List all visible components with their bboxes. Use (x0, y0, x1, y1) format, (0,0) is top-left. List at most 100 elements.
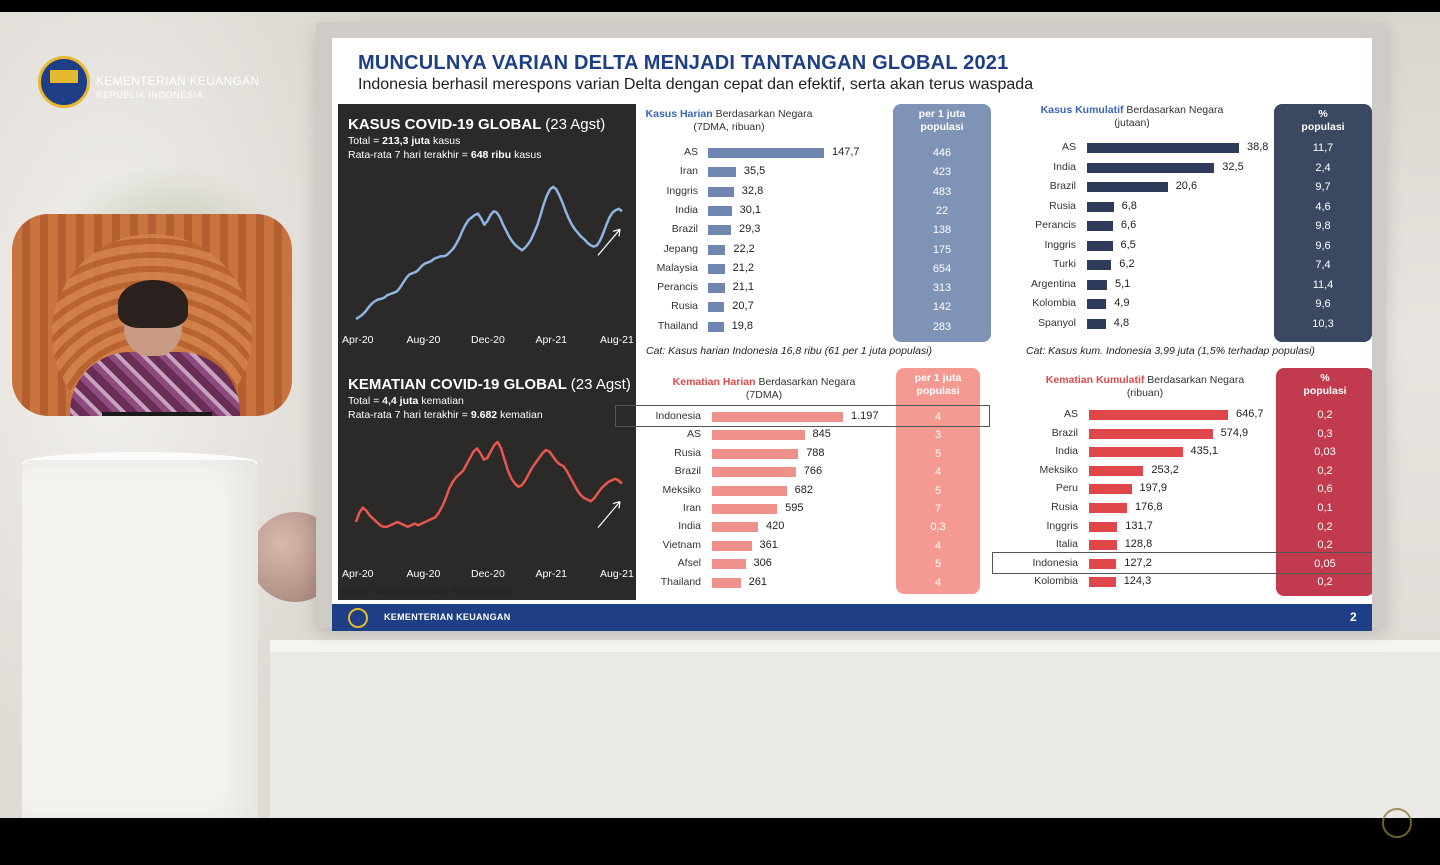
data-label: 6,5 (1120, 238, 1136, 251)
data-label: 30,1 (739, 203, 762, 216)
side-value: 142 (932, 301, 952, 314)
bar (1089, 428, 1213, 439)
data-label: 253,2 (1151, 463, 1179, 476)
side-column-header: % populasi (1303, 372, 1347, 397)
category-label: Argentina (1031, 277, 1076, 290)
x-tick-label: Aug-20 (406, 568, 441, 580)
bar (712, 504, 778, 514)
bar (1087, 240, 1113, 251)
series-line (354, 440, 623, 529)
data-label: 5,1 (1115, 277, 1131, 290)
side-value: 9,7 (1315, 181, 1331, 193)
side-value: 11,4 (1312, 278, 1334, 291)
chart-title: Kematian Harian Berdasarkan Negara (7DMA) (672, 376, 856, 402)
x-tick-label: Dec-20 (471, 568, 505, 580)
side-value: 3 (934, 429, 942, 442)
category-label: Kolombia (1032, 297, 1076, 309)
side-value: 22 (935, 204, 949, 217)
category-label: Peru (1055, 482, 1078, 495)
data-label: 128,8 (1124, 538, 1153, 551)
side-column-box (1274, 104, 1372, 342)
category-label: Perancis (657, 281, 698, 294)
side-value: 446 (932, 147, 952, 159)
data-label: 261 (748, 575, 767, 588)
bar (1087, 182, 1168, 192)
footer-text: KEMENTERIAN KEUANGAN (384, 612, 511, 622)
side-column-header: per 1 juta populasi (914, 372, 962, 397)
deaths-avg: Rata-rata 7 hari terakhir = 9.682 kemati… (348, 409, 543, 421)
side-value: 483 (932, 185, 952, 198)
brand-line2: REPUBLIK INDONESIA (96, 90, 204, 100)
bar (1087, 318, 1106, 329)
category-label: Afsel (677, 557, 701, 570)
chart-note: Cat: Kasus harian Indonesia 16,8 ribu (6… (646, 345, 933, 357)
category-label: Spanyol (1038, 316, 1076, 329)
category-label: India (678, 520, 701, 533)
category-label: India (675, 203, 698, 216)
data-label: 4,8 (1113, 316, 1130, 329)
data-label: 845 (812, 428, 831, 441)
category-label: Inggris (1046, 519, 1078, 532)
x-tick-label: Aug-21 (600, 334, 634, 346)
side-value: 423 (932, 166, 952, 179)
data-label: 35,5 (743, 165, 766, 178)
category-label: Indonesia (655, 410, 701, 422)
deaths-title: KEMATIAN COVID-19 GLOBAL (23 Agst) (348, 376, 631, 393)
bar (1089, 410, 1228, 420)
side-value: 0,2 (1317, 464, 1333, 477)
bar (1089, 484, 1132, 495)
bar (712, 448, 799, 459)
category-label: Meksiko (1039, 463, 1078, 476)
side-value: 0,1 (1317, 502, 1333, 514)
bar (708, 244, 726, 255)
bar (708, 321, 724, 332)
bar (712, 467, 796, 478)
bar (708, 283, 725, 294)
side-value: 283 (932, 320, 952, 333)
bar (1087, 279, 1107, 290)
x-tick-label: Aug-20 (406, 334, 441, 346)
studio-floor (270, 652, 1440, 818)
bar (712, 559, 746, 570)
category-label: Inggris (666, 184, 698, 197)
bar (712, 522, 758, 533)
side-value: 10,3 (1312, 317, 1334, 330)
category-label: Jepang (663, 242, 698, 255)
category-label: Thailand (660, 575, 701, 588)
speaker-body (70, 352, 240, 416)
side-value: 5 (934, 447, 942, 460)
bar (1089, 540, 1117, 551)
footer-logo-icon (348, 608, 368, 628)
trend-arrowhead-icon (612, 501, 621, 509)
data-label: 6,8 (1121, 199, 1137, 212)
cases-total: Total = 213,3 juta kasus (348, 135, 461, 147)
category-label: Iran (682, 502, 701, 514)
category-label: India (1053, 160, 1076, 173)
global-trend-panel: KASUS COVID-19 GLOBAL (23 Agst) Total = … (338, 104, 636, 600)
data-label: 20,7 (732, 300, 754, 313)
side-value: 9,6 (1315, 239, 1331, 252)
side-value: 9,6 (1315, 298, 1331, 310)
data-label: 6,2 (1119, 258, 1135, 270)
side-value: 654 (932, 262, 952, 275)
bar (1089, 447, 1183, 458)
bar (1087, 221, 1113, 231)
data-label: 32,8 (741, 184, 764, 197)
slide-subtitle: Indonesia berhasil merespons varian Delt… (358, 76, 1034, 93)
x-tick-label: Apr-20 (342, 568, 374, 580)
bar (1089, 503, 1127, 513)
chart-title: Kasus Harian Berdasarkan Negara (7DMA, ri… (645, 108, 813, 134)
category-label: Brazil (1049, 180, 1076, 192)
chart-note: Cat: Kasus kum. Indonesia 3,99 juta (1,5… (1026, 345, 1315, 357)
category-label: Rusia (1051, 501, 1078, 513)
category-label: Thailand (657, 319, 698, 332)
series-line (355, 185, 623, 321)
category-label: AS (1063, 408, 1078, 420)
data-label: 32,5 (1222, 160, 1244, 173)
side-value: 4 (934, 539, 942, 552)
slide-title: MUNCULNYA VARIAN DELTA MENJADI TANTANGAN… (358, 52, 1009, 74)
bar (708, 263, 725, 274)
category-label: Brazil (671, 223, 698, 236)
bar (712, 430, 805, 441)
category-label: Meksiko (662, 483, 701, 496)
